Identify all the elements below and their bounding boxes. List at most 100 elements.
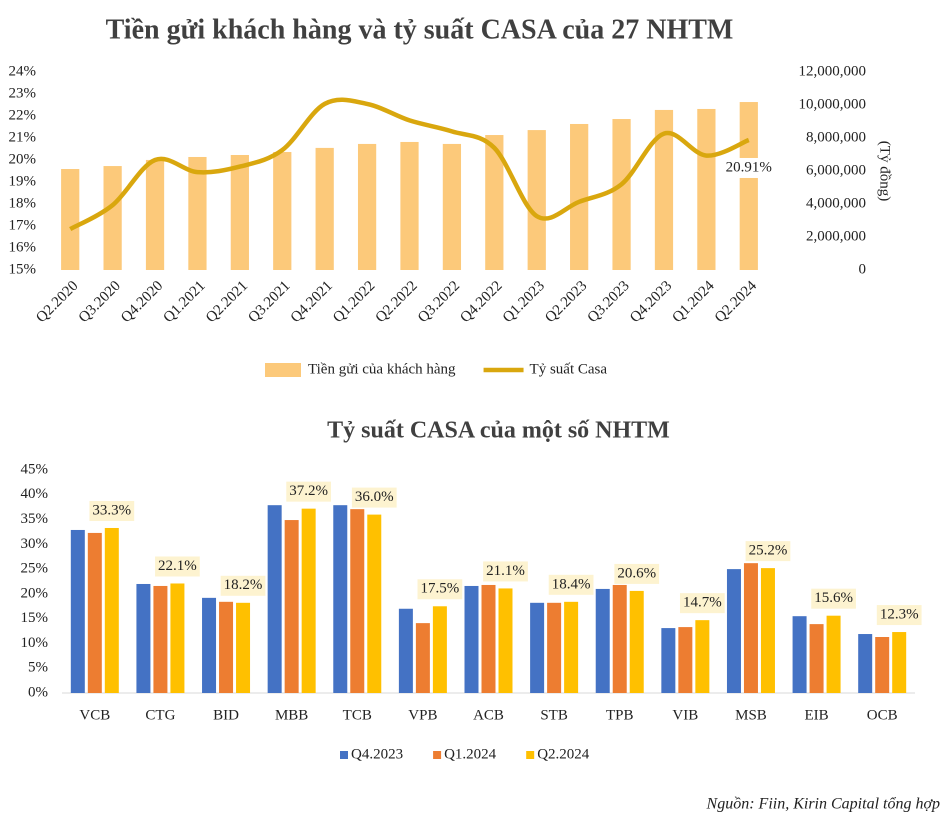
- x-tick-label: Q4.2021: [288, 278, 336, 326]
- y-tick-label: 15%: [9, 261, 37, 277]
- bar: [760, 568, 775, 693]
- x-tick-label: Q2.2021: [203, 278, 251, 326]
- bar: [170, 583, 185, 693]
- legend-label: Tiền gửi của khách hàng: [308, 361, 456, 377]
- bar: [726, 569, 741, 693]
- bar: [792, 616, 807, 693]
- x-tick-label: STB: [540, 707, 568, 723]
- bar: [267, 505, 282, 693]
- y-tick-label: 17%: [9, 217, 37, 233]
- data-label: 22.1%: [158, 558, 197, 574]
- bar: [826, 615, 841, 693]
- bar: [202, 597, 217, 693]
- legend-label: Tỷ suất Casa: [530, 361, 608, 377]
- data-label-box: [722, 157, 775, 178]
- data-label: 36.0%: [355, 489, 394, 505]
- data-label-box: [89, 500, 135, 521]
- bar: [103, 166, 122, 270]
- data-label-box: [155, 556, 200, 577]
- data-label-box: [286, 481, 332, 502]
- legend-marker: [265, 363, 301, 377]
- bar: [61, 169, 80, 270]
- bar: [570, 123, 589, 270]
- x-tick-label: Q1.2021: [161, 278, 209, 326]
- x-tick-label: MBB: [275, 707, 308, 723]
- bar: [315, 147, 334, 270]
- bar: [87, 532, 102, 693]
- y-tick-label: 19%: [9, 173, 37, 189]
- y2-axis-title: (Tỷ đồng): [877, 141, 893, 201]
- y-tick-label: 35%: [21, 511, 49, 527]
- bar: [442, 143, 462, 270]
- x-tick-label: Q1.2024: [669, 278, 717, 326]
- bar: [464, 585, 479, 693]
- data-label: 14.7%: [683, 595, 722, 611]
- y-tick-label: 15%: [21, 610, 49, 626]
- bar: [136, 583, 151, 693]
- y-tick-label: 40%: [21, 486, 49, 502]
- y-tick-label: 23%: [9, 85, 37, 101]
- x-tick-label: Q3.2022: [415, 278, 463, 326]
- bar: [357, 143, 377, 270]
- legend-marker: [526, 751, 535, 759]
- y2-tick-label: 2,000,000: [806, 228, 866, 244]
- x-tick-label: Q2.2020: [33, 278, 81, 326]
- legend-marker: [433, 751, 442, 759]
- chart-title: Tỷ suất CASA của một số NHTM: [327, 418, 670, 444]
- source: Nguồn: Fiin, Kirin Capital tổng hợp: [706, 796, 940, 813]
- data-label: 33.3%: [92, 502, 131, 518]
- bar: [153, 585, 168, 693]
- x-tick-label: Q4.2023: [627, 278, 675, 326]
- bar: [367, 514, 382, 693]
- y-tick-label: 20%: [21, 585, 49, 601]
- data-label-box: [745, 541, 791, 562]
- bar: [284, 520, 299, 693]
- data-label: 15.6%: [814, 590, 853, 606]
- x-tick-label: Q3.2023: [585, 278, 633, 326]
- data-label-box: [220, 575, 266, 596]
- x-tick-label: VIB: [672, 707, 698, 723]
- bar: [481, 584, 496, 693]
- x-tick-label: MSB: [735, 707, 767, 723]
- x-tick-label: Q2.2024: [712, 278, 760, 326]
- x-tick-label: Q2.2022: [373, 278, 421, 326]
- bar: [739, 102, 758, 270]
- data-label: 20.6%: [617, 565, 656, 581]
- bar: [350, 509, 365, 693]
- y2-tick-label: 4,000,000: [806, 195, 866, 211]
- bar: [415, 623, 430, 693]
- data-label-box: [548, 574, 594, 595]
- bar: [661, 628, 676, 693]
- bar: [697, 108, 716, 271]
- y-tick-label: 24%: [9, 63, 37, 79]
- y-tick-label: 21%: [9, 129, 37, 145]
- bar: [398, 608, 413, 693]
- y-tick-label: 16%: [9, 239, 37, 255]
- bar: [301, 508, 316, 693]
- bar: [70, 529, 85, 693]
- data-label: 37.2%: [289, 483, 328, 499]
- bar: [654, 109, 674, 270]
- x-tick-label: Q4.2022: [457, 278, 505, 326]
- legend-label: Q4.2023: [351, 746, 403, 762]
- x-tick-label: Q3.2021: [245, 278, 293, 326]
- bar: [875, 637, 890, 693]
- bar: [695, 620, 710, 693]
- data-label-box: [679, 593, 725, 614]
- bar: [230, 154, 249, 270]
- y-tick-label: 25%: [21, 561, 49, 577]
- bar: [273, 152, 292, 270]
- data-label: 21.1%: [486, 563, 525, 579]
- x-tick-label: Q3.2020: [76, 278, 124, 326]
- data-label-box: [417, 579, 463, 600]
- data-label-box: [614, 563, 660, 584]
- bar: [104, 527, 119, 693]
- x-tick-label: OCB: [867, 707, 898, 723]
- y-tick-label: 0%: [28, 684, 48, 700]
- data-label-box: [876, 605, 922, 626]
- data-label: 18.4%: [552, 576, 591, 592]
- x-tick-label: VPB: [408, 707, 437, 723]
- data-label-box: [483, 561, 528, 582]
- y2-tick-label: 8,000,000: [806, 129, 866, 145]
